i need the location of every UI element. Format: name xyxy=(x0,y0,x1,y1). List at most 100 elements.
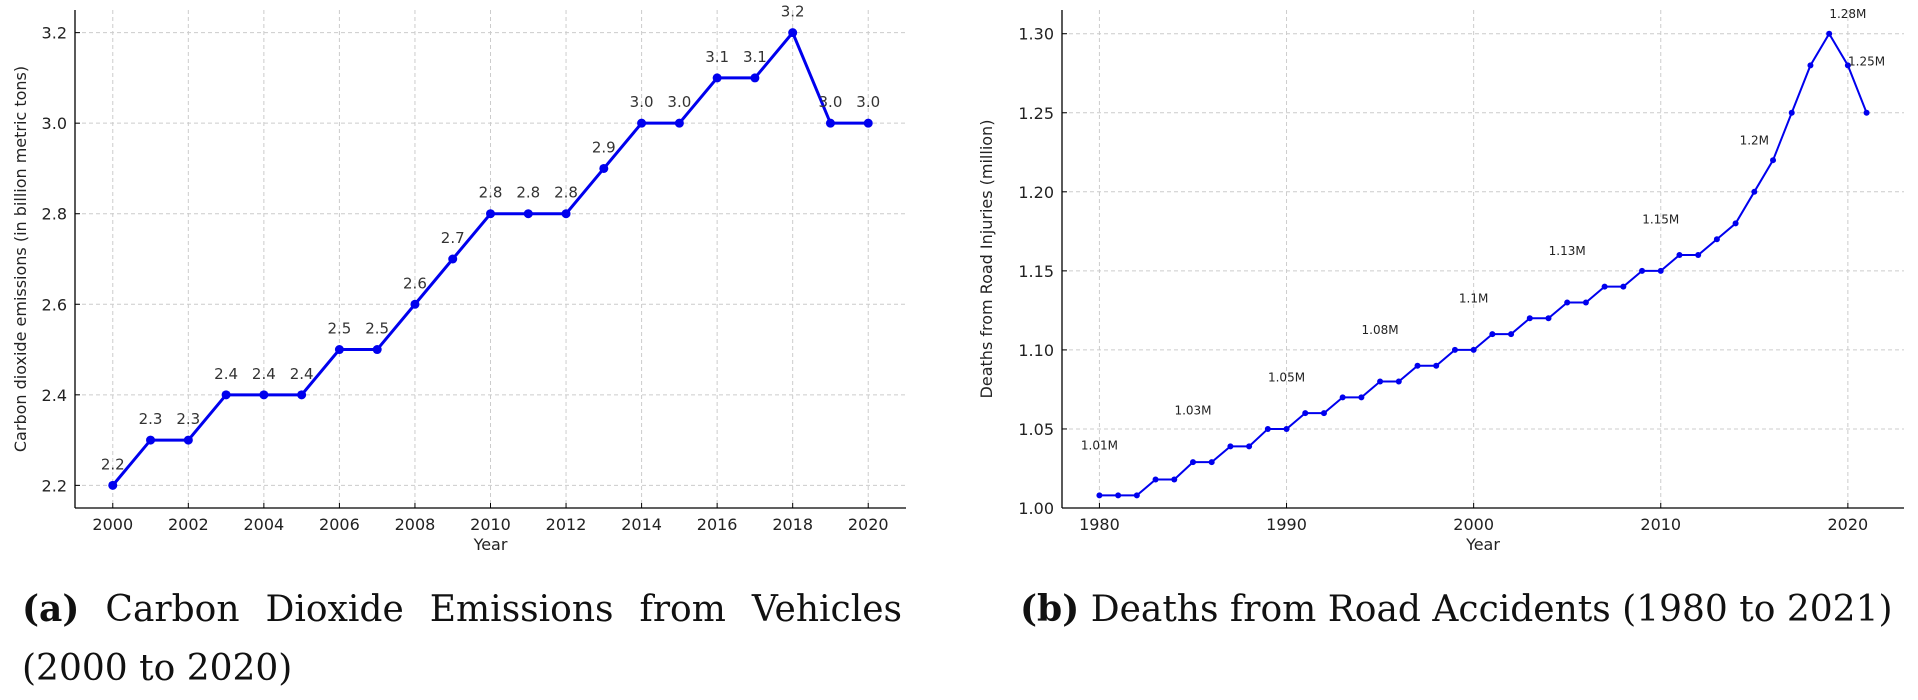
caption-b: (b) Deaths from Road Accidents (1980 to … xyxy=(1020,578,1893,641)
data-point xyxy=(1302,410,1309,417)
data-point xyxy=(561,209,571,219)
annotation-label: 1.01M xyxy=(1081,439,1118,453)
data-point xyxy=(146,435,156,445)
data-point xyxy=(1283,425,1290,432)
annotation-label: 1.15M xyxy=(1642,212,1679,226)
annotation-label: 1.03M xyxy=(1174,404,1211,418)
data-point xyxy=(1451,346,1458,353)
co2-emissions-chart: 2000 2002 2004 2006 2008 2010 2012 2014 2016 2018… xyxy=(11,3,906,554)
data-point xyxy=(1526,315,1533,322)
data-label: 3.0 xyxy=(856,93,880,111)
data-point xyxy=(1414,362,1421,369)
data-point xyxy=(1564,299,1571,306)
data-point xyxy=(1171,476,1178,483)
data-label: 2.2 xyxy=(101,455,125,473)
x-tick-label: 2020 xyxy=(1828,515,1869,534)
y-tick-label: 1.30 xyxy=(1018,25,1054,44)
data-point xyxy=(1582,299,1589,306)
data-point xyxy=(1601,283,1608,290)
data-label: 2.5 xyxy=(327,320,351,338)
data-label: 3.1 xyxy=(743,48,767,66)
y-tick-label: 2.8 xyxy=(42,205,67,224)
x-tick-label: 1990 xyxy=(1266,515,1307,534)
x-tick-label: 2020 xyxy=(848,515,889,534)
data-point xyxy=(1246,443,1253,450)
data-label: 2.6 xyxy=(403,274,427,292)
annotation-label: 1.08M xyxy=(1362,323,1399,337)
data-point xyxy=(108,480,118,490)
caption-b-text: Deaths from Road Accidents (1980 to 2021… xyxy=(1090,589,1893,630)
data-label: 2.3 xyxy=(176,410,200,428)
data-point xyxy=(712,73,722,83)
data-point xyxy=(1320,410,1327,417)
data-point xyxy=(750,73,760,83)
data-point xyxy=(1358,394,1365,401)
data-point xyxy=(1844,62,1851,69)
y-tick-label: 3.0 xyxy=(42,114,67,133)
data-point xyxy=(1695,252,1702,259)
x-tick-label: 2010 xyxy=(470,515,511,534)
data-label: 2.7 xyxy=(441,229,465,247)
data-point xyxy=(1489,331,1496,338)
data-point xyxy=(523,209,533,219)
chart-panel-a: 2000 2002 2004 2006 2008 2010 2012 2014 2016 2018… xyxy=(0,0,920,689)
data-point xyxy=(1732,220,1739,227)
x-tick-label: 2006 xyxy=(319,515,360,534)
data-label: 2.8 xyxy=(554,184,578,202)
annotation-label: 1.28M xyxy=(1829,7,1866,21)
data-label: 2.9 xyxy=(592,138,616,156)
data-point xyxy=(183,435,193,445)
data-point xyxy=(1807,62,1814,69)
x-axis-label: Year xyxy=(473,535,508,554)
road-deaths-chart: 1980 1990 2000 2010 2020 1.00 1.05 1.10 1.15 1.20… xyxy=(977,7,1904,554)
data-point xyxy=(1770,157,1777,164)
data-point xyxy=(1433,362,1440,369)
y-tick-label: 2.6 xyxy=(42,295,67,314)
caption-a-text: Carbon Dioxide Emissions from Vehicles xyxy=(105,589,902,630)
data-label: 2.3 xyxy=(139,410,163,428)
y-axis-label: Deaths from Road Injuries (million) xyxy=(977,120,996,399)
data-point xyxy=(1208,459,1215,466)
y-tick-label: 3.2 xyxy=(42,24,67,43)
data-point xyxy=(1096,492,1103,499)
data-point xyxy=(1470,346,1477,353)
data-point xyxy=(1751,188,1758,195)
data-point xyxy=(1826,30,1833,37)
data-point xyxy=(372,345,382,355)
data-point xyxy=(1657,267,1664,274)
data-point xyxy=(863,118,873,128)
data-point xyxy=(1639,267,1646,274)
data-label: 2.8 xyxy=(479,184,503,202)
caption-a-label: (a) xyxy=(22,588,80,630)
data-point xyxy=(788,28,798,38)
data-point xyxy=(297,390,307,400)
data-point xyxy=(221,390,231,400)
data-label: 2.8 xyxy=(516,184,540,202)
data-label: 3.1 xyxy=(705,48,729,66)
y-tick-label: 1.00 xyxy=(1018,499,1054,518)
annotation-label: 1.2M xyxy=(1740,133,1769,147)
x-tick-label: 2004 xyxy=(244,515,285,534)
y-tick-label: 1.10 xyxy=(1018,341,1054,360)
data-point xyxy=(1152,476,1159,483)
data-point xyxy=(1115,492,1122,499)
x-tick-label: 2010 xyxy=(1640,515,1681,534)
x-tick-label: 2008 xyxy=(395,515,436,534)
x-tick-label: 2012 xyxy=(546,515,587,534)
data-label: 3.0 xyxy=(630,93,654,111)
x-tick-label: 2000 xyxy=(1453,515,1494,534)
x-tick-label: 2018 xyxy=(772,515,813,534)
data-point xyxy=(1133,492,1140,499)
data-point xyxy=(1339,394,1346,401)
annotation-label: 1.1M xyxy=(1459,291,1488,305)
data-label: 2.4 xyxy=(214,365,238,383)
data-point xyxy=(1620,283,1627,290)
annotation-label: 1.25M xyxy=(1848,54,1885,68)
data-point xyxy=(1227,443,1234,450)
annotation-label: 1.05M xyxy=(1268,371,1305,385)
data-label: 3.0 xyxy=(819,93,843,111)
series-line xyxy=(1099,31,1868,497)
data-label: 3.0 xyxy=(667,93,691,111)
x-tick-label: 2002 xyxy=(168,515,209,534)
data-label: 2.4 xyxy=(290,365,314,383)
